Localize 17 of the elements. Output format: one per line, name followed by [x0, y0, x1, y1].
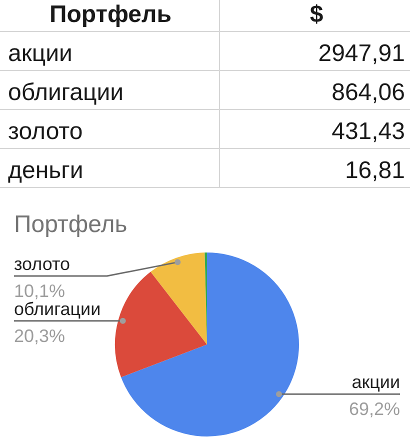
data-label: 20,3%: [14, 326, 66, 346]
data-label: 431,43: [220, 110, 410, 148]
data-label: 2947,91: [220, 32, 410, 70]
category-label: золото: [0, 110, 220, 148]
slice-label: акции: [352, 372, 400, 392]
text: $: [220, 0, 410, 32]
category-label: акции: [0, 32, 220, 70]
text: Портфель: [0, 0, 220, 32]
category-label: деньги: [0, 148, 220, 188]
data-label: 16,81: [220, 148, 410, 188]
data-label: 69,2%: [348, 399, 400, 420]
slice-label: золото: [14, 254, 70, 274]
slice-label: облигации: [14, 298, 101, 319]
data-label: 10,1%: [14, 281, 66, 301]
data-label: 864,06: [220, 70, 410, 110]
chart-title: Портфель: [14, 211, 128, 238]
category-label: облигации: [0, 70, 220, 110]
